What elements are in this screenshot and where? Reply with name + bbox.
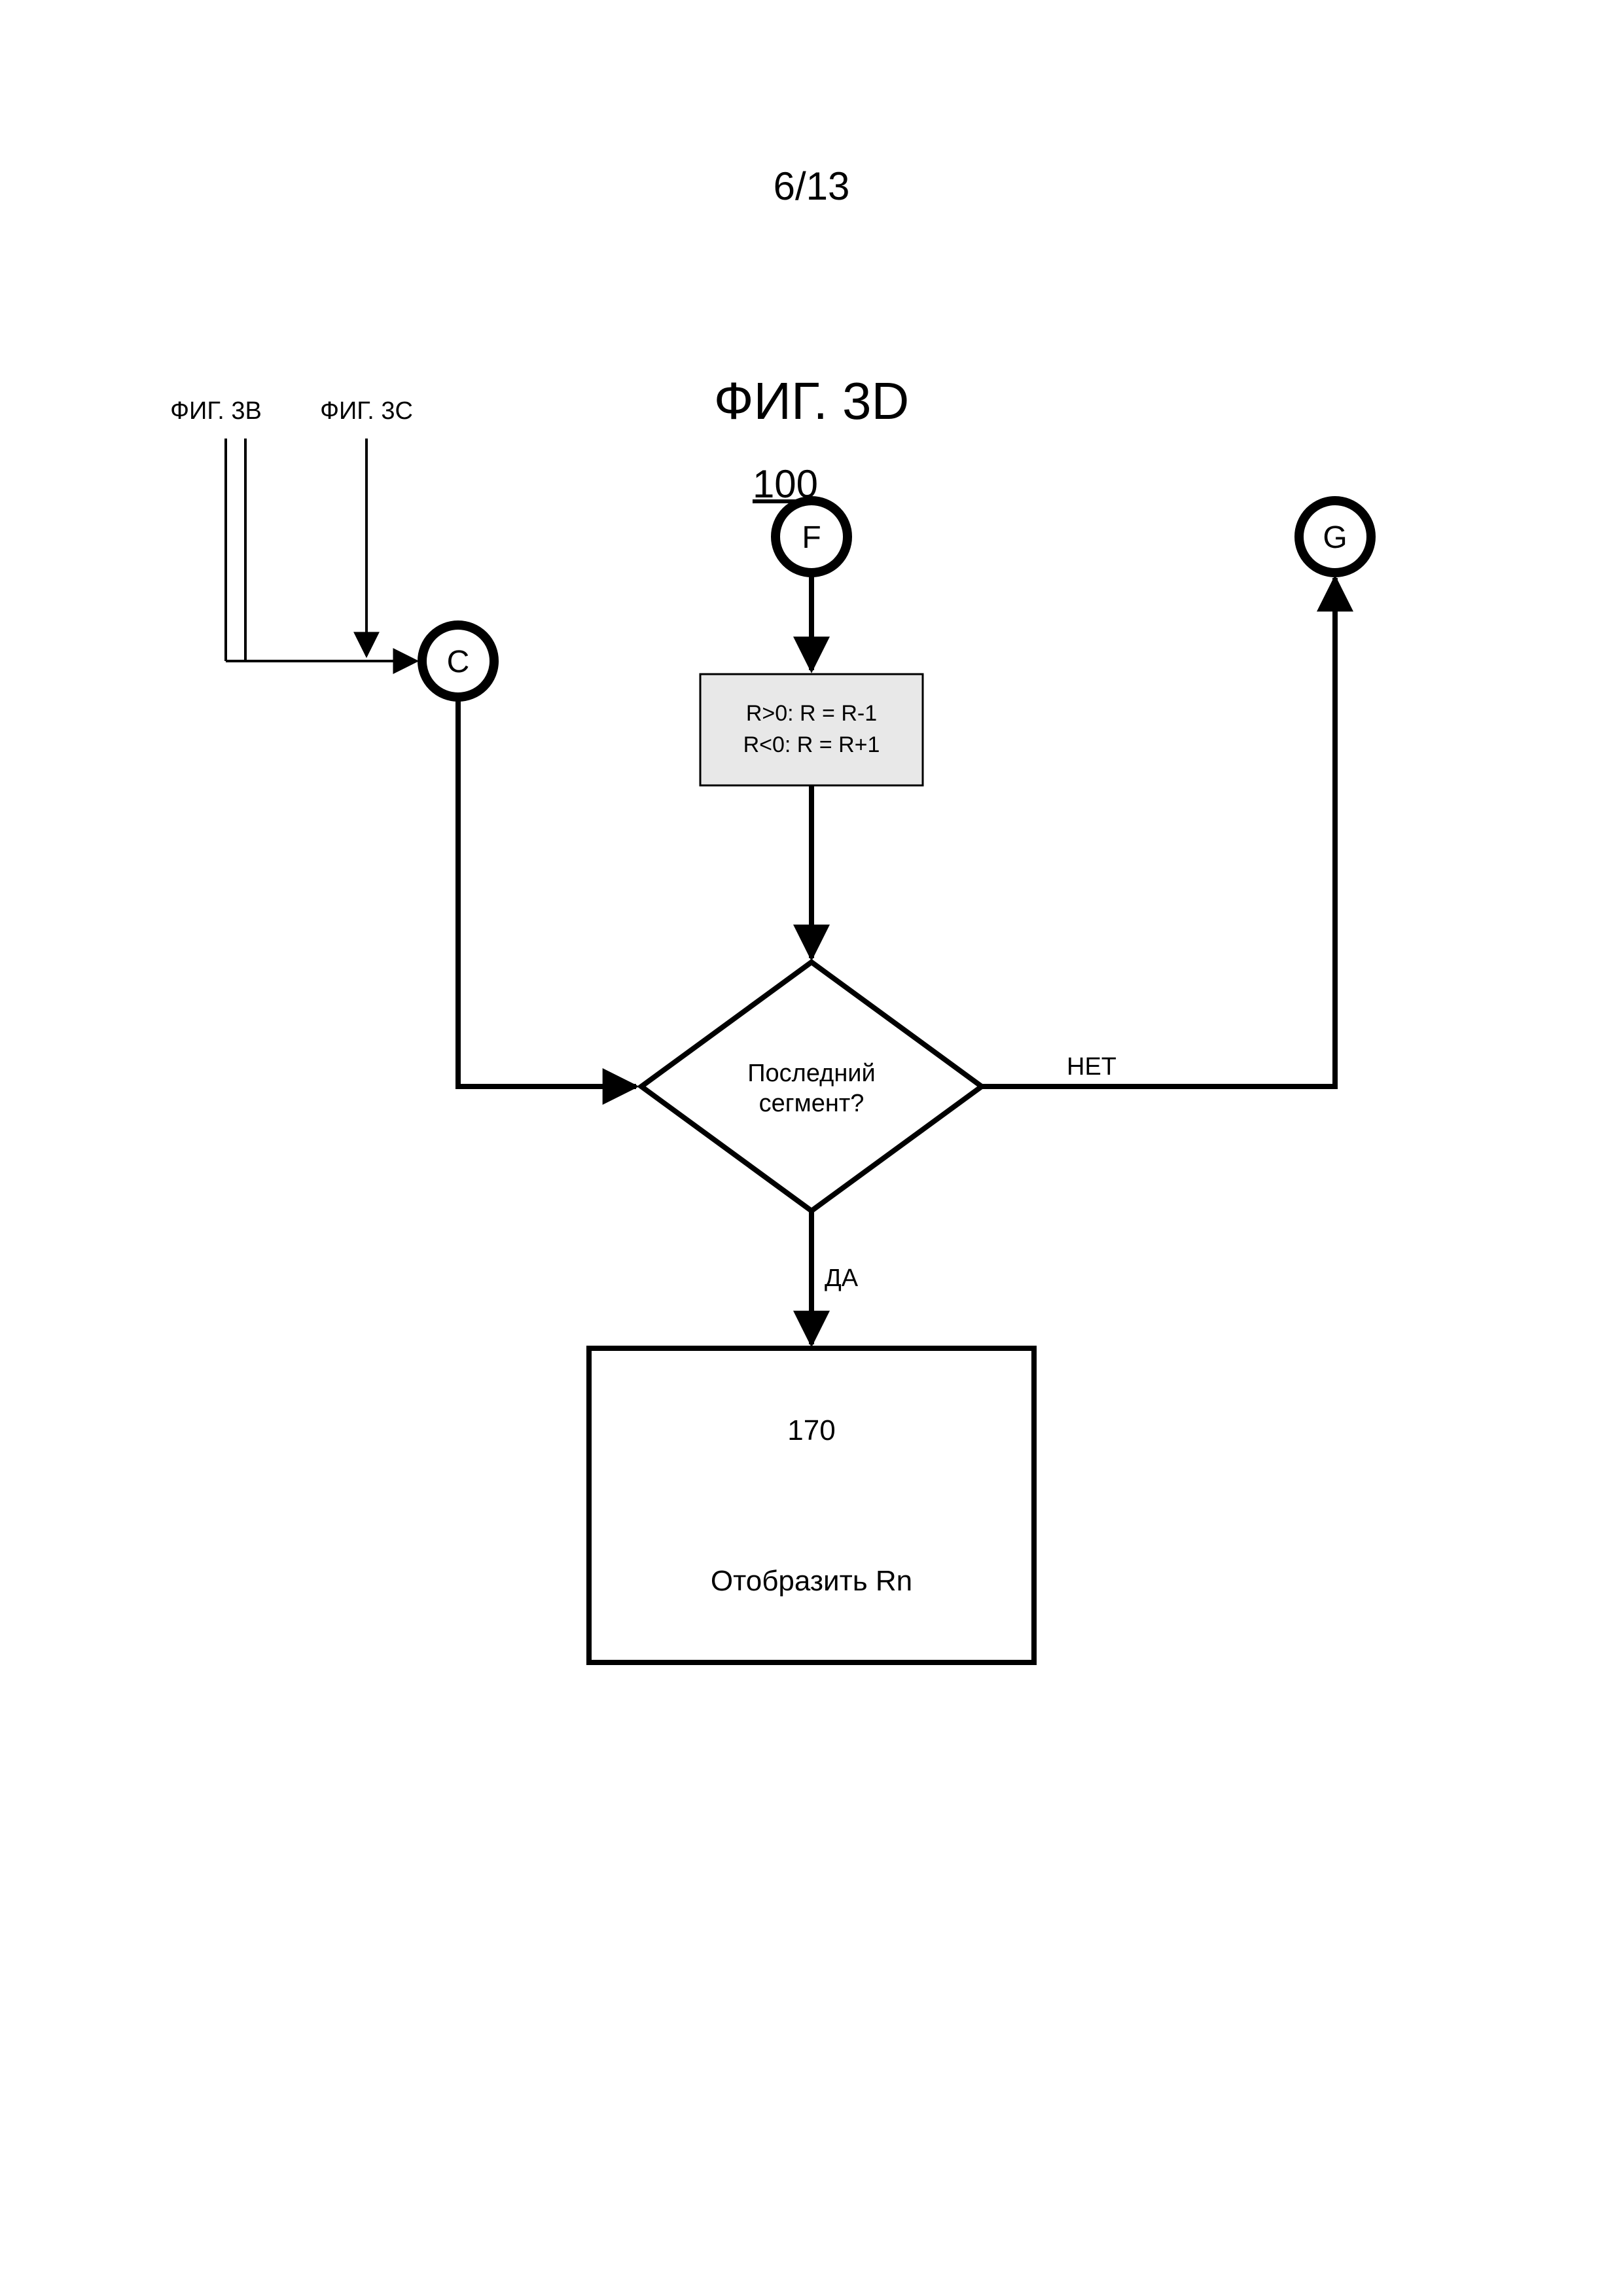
process-line2: R<0: R = R+1 — [743, 732, 880, 757]
result-box — [589, 1348, 1034, 1662]
result-text: Отобразить Rn — [711, 1565, 912, 1597]
label-fig3b: ФИГ. 3B — [170, 397, 262, 425]
label-no: НЕТ — [1067, 1053, 1116, 1081]
arrow-c-to-decision — [458, 697, 636, 1086]
flowchart-diagram: ФИГ. 3D100ФИГ. 3BФИГ. 3CCFGR>0: R = R-1R… — [0, 0, 1623, 2296]
connector-f-label: F — [802, 520, 821, 555]
label-fig3c: ФИГ. 3C — [320, 397, 413, 425]
connector-c-label: C — [447, 645, 470, 679]
label-yes: ДА — [825, 1265, 859, 1292]
process-box — [700, 674, 923, 785]
arrow-decision-to-g — [982, 578, 1335, 1086]
result-number: 170 — [787, 1414, 835, 1446]
page-number: 6/13 — [0, 164, 1623, 209]
connector-g-label: G — [1323, 520, 1347, 555]
process-line1: R>0: R = R-1 — [746, 701, 877, 726]
figure-title: ФИГ. 3D — [714, 372, 910, 430]
decision-line2: сегмент? — [759, 1090, 865, 1117]
decision-line1: Последний — [747, 1060, 876, 1087]
